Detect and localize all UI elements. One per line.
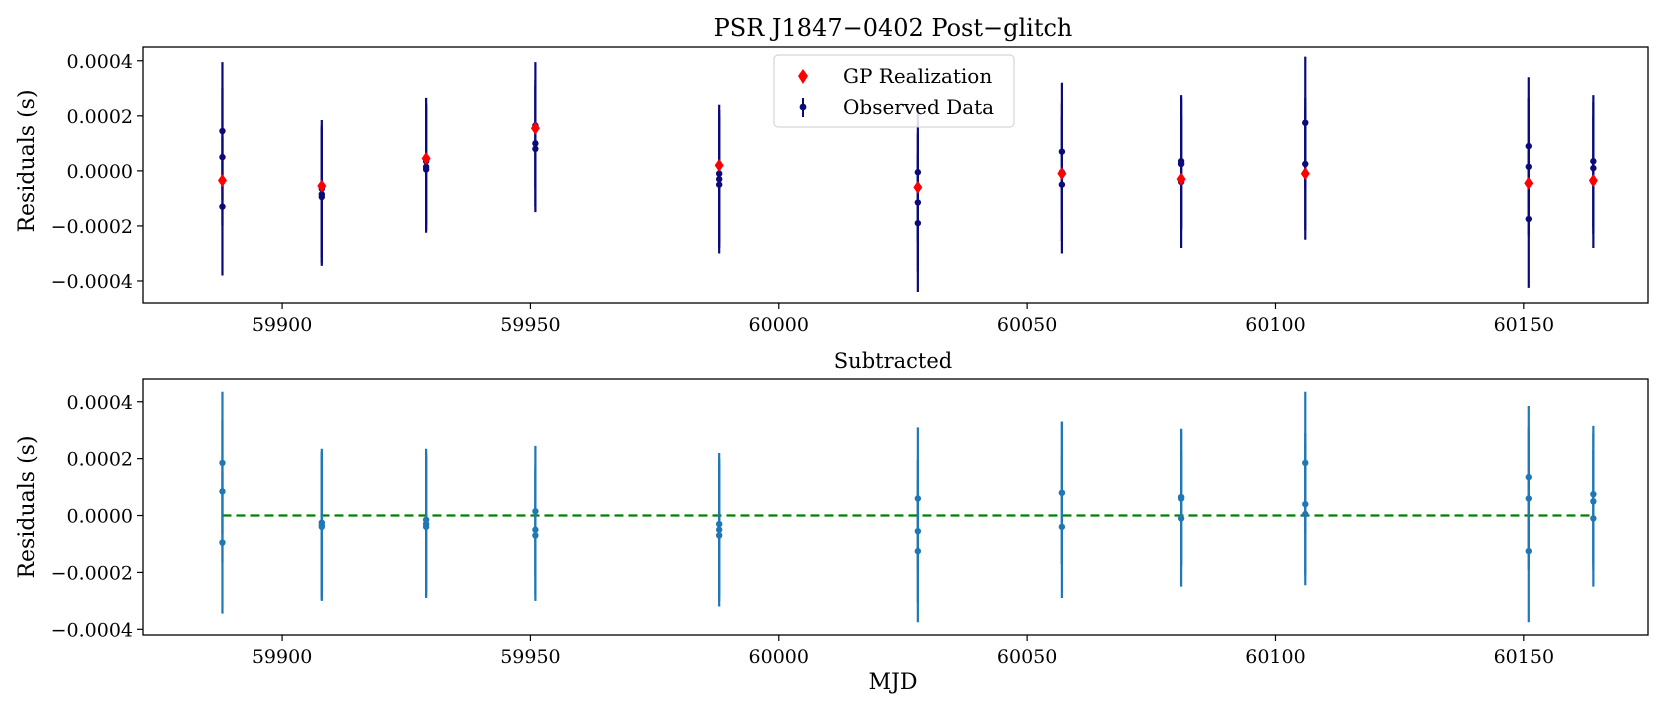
gp-realization-point: [714, 158, 724, 172]
top-chart-frame: [142, 46, 1649, 304]
bottom-x-tick-label: 60000: [749, 646, 809, 668]
bottom-chart-series: [219, 391, 1597, 623]
bottom-x-tick-label: 59950: [500, 646, 560, 668]
bottom-y-tick-label: 0.0004: [67, 392, 133, 414]
subtracted-point: [914, 547, 922, 555]
top-chart-legend: GP Realization Observed Data: [773, 54, 1015, 128]
subtracted-point: [1302, 510, 1309, 518]
top-y-tick-label: 0.0002: [67, 106, 133, 128]
gp-realization-point: [530, 121, 540, 135]
top-chart-y-axis-label: Residuals (s): [15, 89, 40, 232]
subtracted-point: [1058, 523, 1066, 531]
subtracted-point: [219, 539, 226, 546]
observed-data-point: [914, 219, 922, 227]
top-chart-panel: PSR J1847−0402 Post−glitch Residuals (s)…: [15, 14, 1649, 336]
legend-observed-marker: [799, 103, 807, 111]
legend-entry-gp: GP Realization: [843, 64, 992, 88]
gp-realization-point: [1524, 176, 1534, 190]
legend-box: [773, 54, 1015, 128]
bottom-y-tick-label: −0.0002: [51, 562, 133, 584]
observed-data-point: [422, 166, 430, 173]
bottom-chart-title: Subtracted: [834, 349, 952, 373]
top-y-tick-label: 0.0000: [67, 161, 133, 183]
bottom-x-tick-label: 59900: [252, 646, 312, 668]
bottom-x-tick-label: 60100: [1245, 646, 1305, 668]
bottom-chart-panel: Subtracted Residuals (s) 59900 59950 60000…: [15, 349, 1649, 695]
observed-data-point: [1058, 181, 1066, 188]
top-x-tick-label: 60100: [1245, 314, 1305, 336]
gp-realization-point: [317, 179, 327, 193]
bottom-chart-x-axis-label: MJD: [869, 670, 918, 695]
top-chart-series: [217, 56, 1598, 292]
top-chart-ticks: 59900 59950 60000 60050 60100 60150 0.0004 0.00…: [51, 51, 1554, 336]
observed-data-point: [532, 145, 539, 153]
legend-gp-marker: [798, 69, 808, 84]
subtracted-point: [532, 532, 539, 539]
top-y-tick-label: 0.0004: [67, 51, 133, 73]
top-x-tick-label: 59950: [500, 314, 560, 336]
top-chart-title: PSR J1847−0402 Post−glitch: [714, 14, 1073, 42]
gp-realization-point: [1176, 172, 1186, 186]
bottom-x-tick-label: 60050: [997, 646, 1057, 668]
bottom-chart-frame: [142, 378, 1649, 636]
top-x-tick-label: 60000: [749, 314, 809, 336]
subtracted-point: [1177, 515, 1185, 522]
observed-data-point: [1525, 215, 1532, 223]
bottom-chart-ticks: 59900 59950 60000 60050 60100 60150 0.0004 0.00…: [51, 392, 1554, 668]
observed-data-point: [219, 203, 226, 210]
top-x-tick-label: 59900: [252, 314, 312, 336]
subtracted-point: [1590, 515, 1597, 522]
subtracted-point: [715, 532, 723, 539]
subtracted-point: [422, 523, 430, 531]
observed-data-point: [715, 181, 723, 188]
subtracted-point: [1525, 547, 1532, 555]
gp-realization-point: [913, 180, 923, 194]
top-x-tick-label: 60150: [1494, 314, 1554, 336]
observed-data-point: [318, 193, 326, 201]
gp-realization-point: [217, 174, 227, 188]
bottom-y-tick-label: −0.0004: [51, 619, 133, 641]
top-y-tick-label: −0.0002: [51, 216, 133, 238]
top-y-tick-label: −0.0004: [51, 271, 133, 293]
legend-entry-observed: Observed Data: [843, 95, 994, 119]
bottom-chart-y-axis-label: Residuals (s): [15, 435, 40, 578]
bottom-y-tick-label: 0.0000: [67, 506, 133, 528]
top-x-tick-label: 60050: [997, 314, 1057, 336]
gp-realization-point: [1300, 167, 1310, 181]
gp-realization-point: [421, 151, 431, 165]
bottom-y-tick-label: 0.0002: [67, 449, 133, 471]
gp-realization-point: [1057, 167, 1067, 181]
bottom-x-tick-label: 60150: [1494, 646, 1554, 668]
gp-realization-point: [1588, 174, 1598, 188]
subtracted-point: [318, 523, 326, 531]
